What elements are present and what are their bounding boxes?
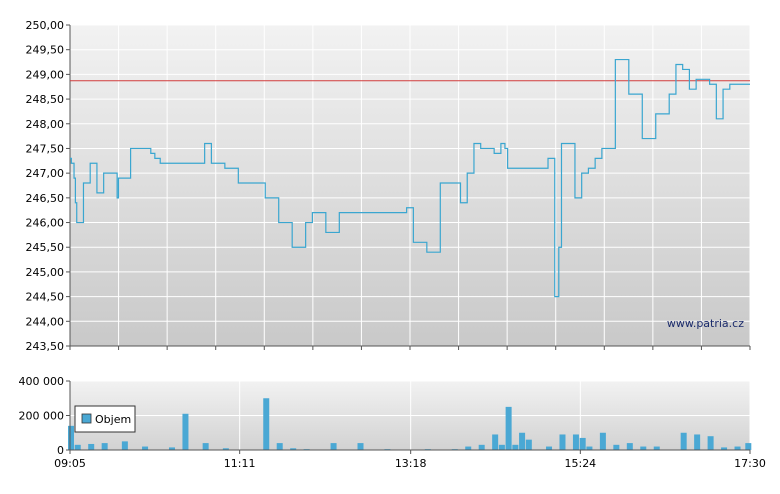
volume-bar [525,439,532,450]
volume-legend: Objem [74,405,136,433]
volume-ytick-label: 200 000 [19,410,65,423]
legend-entry-objem: Objem [95,413,131,426]
price-ytick-label: 247,00 [26,167,65,180]
volume-bar [707,436,714,450]
volume-bar [142,446,149,450]
volume-bar [357,443,364,450]
volume-bar [512,444,519,450]
price-ytick-label: 243,50 [26,340,65,353]
volume-bar [640,446,647,450]
volume-bars [68,398,752,450]
volume-bar [168,447,175,450]
price-series-line [70,58,750,298]
price-ytick-label: 244,00 [26,315,65,328]
volume-xtick-label: 09:05 [54,457,86,470]
volume-bar [579,437,586,450]
price-y-axis-ticks: 250,00 249,50 249,00 248,50 248,00 247,50 247,… [26,19,750,353]
price-ytick-label: 244,50 [26,291,65,304]
volume-bar [182,413,189,450]
price-ytick-label: 250,00 [26,19,65,32]
volume-bar [263,398,270,450]
price-ytick-label: 246,00 [26,217,65,230]
price-ytick-label: 248,00 [26,118,65,131]
price-ytick-label: 245,00 [26,266,65,279]
volume-bar [276,443,283,450]
price-x-axis-ticks [69,346,751,350]
volume-bar [559,434,566,450]
volume-bar [505,406,512,450]
volume-bar [290,448,297,450]
volume-bar [546,446,553,450]
volume-bar [492,434,499,450]
volume-bar [330,443,337,450]
volume-xtick-label: 13:18 [395,457,427,470]
volume-bar [222,448,229,450]
volume-bar [68,425,74,450]
volume-bar [121,441,128,450]
volume-bar [734,446,741,450]
volume-ytick-label: 400 000 [19,375,65,388]
watermark-text: www.patria.cz [667,317,744,330]
volume-bar [680,432,687,450]
volume-bar [465,446,472,450]
volume-bar [613,444,620,450]
volume-bar [745,443,752,450]
volume-xtick-label: 17:30 [734,457,766,470]
volume-ytick-label: 0 [57,444,64,457]
volume-panel: 400 000 200 000 0 09:05 11:11 13:18 15:24 17:3… [19,375,766,470]
volume-x-axis-ticks: 09:05 11:11 13:18 15:24 17:30 [54,450,766,470]
price-ytick-label: 246,50 [26,192,65,205]
volume-bar [653,446,660,450]
price-ytick-label: 247,50 [26,142,65,155]
price-panel: 250,00 249,50 249,00 248,50 248,00 247,50 247,… [26,19,751,353]
price-ytick-label: 249,50 [26,44,65,57]
volume-y-axis-ticks: 400 000 200 000 0 [19,375,750,457]
volume-bar [74,444,81,450]
volume-xtick-label: 15:24 [564,457,596,470]
price-ytick-label: 249,00 [26,68,65,81]
volume-bar [572,434,579,450]
volume-bar [599,432,606,450]
volume-bar [626,443,633,450]
price-ytick-label: 248,50 [26,93,65,106]
price-ytick-label: 245,50 [26,241,65,254]
volume-bar [694,434,701,450]
volume-bar [498,444,505,450]
volume-bar [88,443,95,450]
volume-xtick-label: 11:11 [224,457,256,470]
volume-bar [721,447,728,450]
volume-bar [101,443,108,450]
price-gridlines [69,24,751,347]
legend-swatch [81,413,92,424]
volume-bar [478,444,485,450]
volume-bar [202,443,209,450]
volume-bar [519,432,526,450]
volume-bar [586,446,593,450]
